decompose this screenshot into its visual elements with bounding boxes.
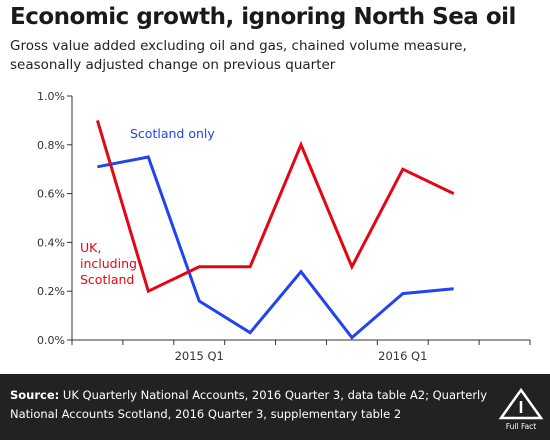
series-label: Scotland only [130, 126, 215, 141]
series-label-line: including [80, 256, 137, 271]
y-tick-label: 0.0% [37, 334, 65, 347]
logo-text: Full Fact [505, 422, 537, 431]
chart-series [95, 119, 455, 340]
line-chart: 0.0% 0.2% 0.4% 0.6% 0.8% 1.0% 2015 Q1 2016 Q1 S… [37, 90, 531, 363]
series-label: UK, including Scotland [80, 240, 137, 287]
footer: Source: UK Quarterly National Accounts, … [0, 374, 550, 440]
source-label: Source: [10, 388, 60, 402]
chart-axes: 0.0% 0.2% 0.4% 0.6% 0.8% 1.0% 2015 Q1 2016 Q1 [37, 90, 531, 363]
x-tick-label: 2015 Q1 [175, 349, 224, 363]
x-tick-label: 2016 Q1 [378, 349, 427, 363]
series-line [97, 155, 454, 340]
y-tick-label: 0.2% [37, 285, 65, 298]
source-note: Source: UK Quarterly National Accounts, … [10, 386, 490, 424]
chart-series-labels: Scotland only UK, including Scotland [80, 126, 215, 287]
logo-icon [498, 387, 544, 420]
chart-title: Economic growth, ignoring North Sea oil [10, 4, 516, 30]
full-fact-logo: Full Fact [497, 387, 545, 433]
y-tick-label: 0.6% [37, 188, 65, 201]
chart-subtitle: Gross value added excluding oil and gas,… [10, 38, 467, 73]
series-label-line: Scotland only [130, 126, 215, 141]
series-label-line: UK, [80, 240, 101, 255]
y-tick-label: 1.0% [37, 90, 65, 103]
y-tick-label: 0.8% [37, 139, 65, 152]
series-line [95, 119, 455, 294]
y-tick-label: 0.4% [37, 236, 65, 249]
series-label-line: Scotland [80, 272, 134, 287]
source-text: UK Quarterly National Accounts, 2016 Qua… [10, 388, 488, 421]
